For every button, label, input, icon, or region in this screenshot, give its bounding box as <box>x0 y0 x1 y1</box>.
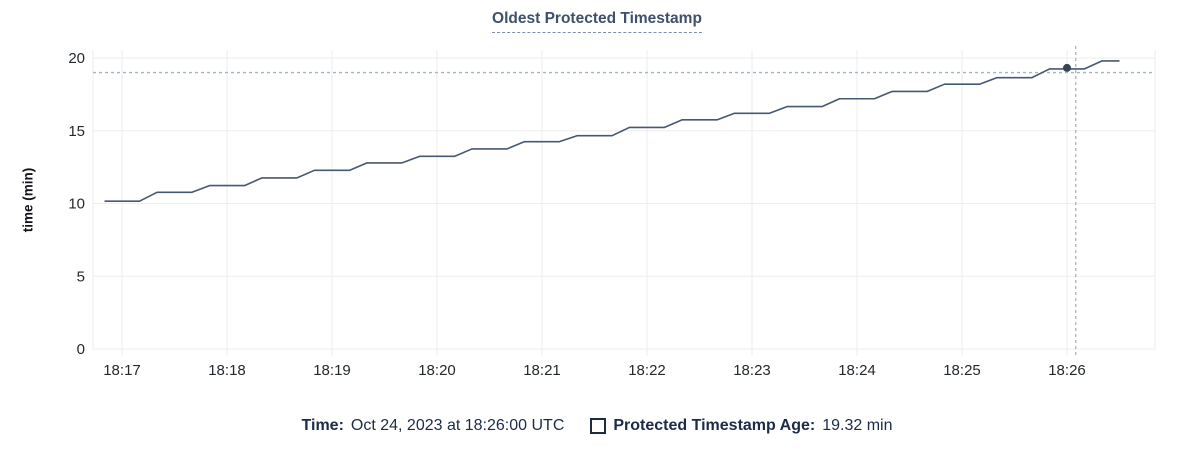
legend-series-value: 19.32 min <box>822 417 893 434</box>
chart-legend: Time: Oct 24, 2023 at 18:26:00 UTC Prote… <box>0 417 1194 435</box>
y-tick-label: 0 <box>77 341 85 358</box>
line-chart[interactable]: 0 5 10 15 20 18:17 18:18 18:19 18:20 18:21 18:22 18… <box>0 0 1194 400</box>
x-tick-label: 18:24 <box>838 362 876 379</box>
chart-header: Oldest Protected Timestamp <box>0 10 1194 33</box>
x-tick-label: 18:20 <box>418 362 456 379</box>
legend-series-checkbox-icon[interactable] <box>590 418 607 434</box>
x-tick-label: 18:19 <box>313 362 351 379</box>
legend-series-label: Protected Timestamp Age: <box>613 417 816 434</box>
x-tick-label: 18:22 <box>628 362 666 379</box>
y-tick-label: 20 <box>68 50 85 67</box>
x-tick-label: 18:23 <box>733 362 771 379</box>
legend-time-label: Time: <box>301 417 344 434</box>
x-tick-label: 18:25 <box>943 362 981 379</box>
series-line <box>104 60 1120 202</box>
x-tick-label: 18:17 <box>103 362 141 379</box>
y-tick-label: 10 <box>68 196 85 213</box>
chart-title[interactable]: Oldest Protected Timestamp <box>492 10 702 33</box>
y-tick-label: 5 <box>77 268 85 285</box>
legend-time-value: Oct 24, 2023 at 18:26:00 UTC <box>350 417 565 434</box>
x-tick-label: 18:26 <box>1048 362 1086 379</box>
y-tick-label: 15 <box>68 123 85 140</box>
x-tick-label: 18:18 <box>208 362 246 379</box>
x-tick-label: 18:21 <box>523 362 561 379</box>
hover-point-dot <box>1063 63 1071 72</box>
